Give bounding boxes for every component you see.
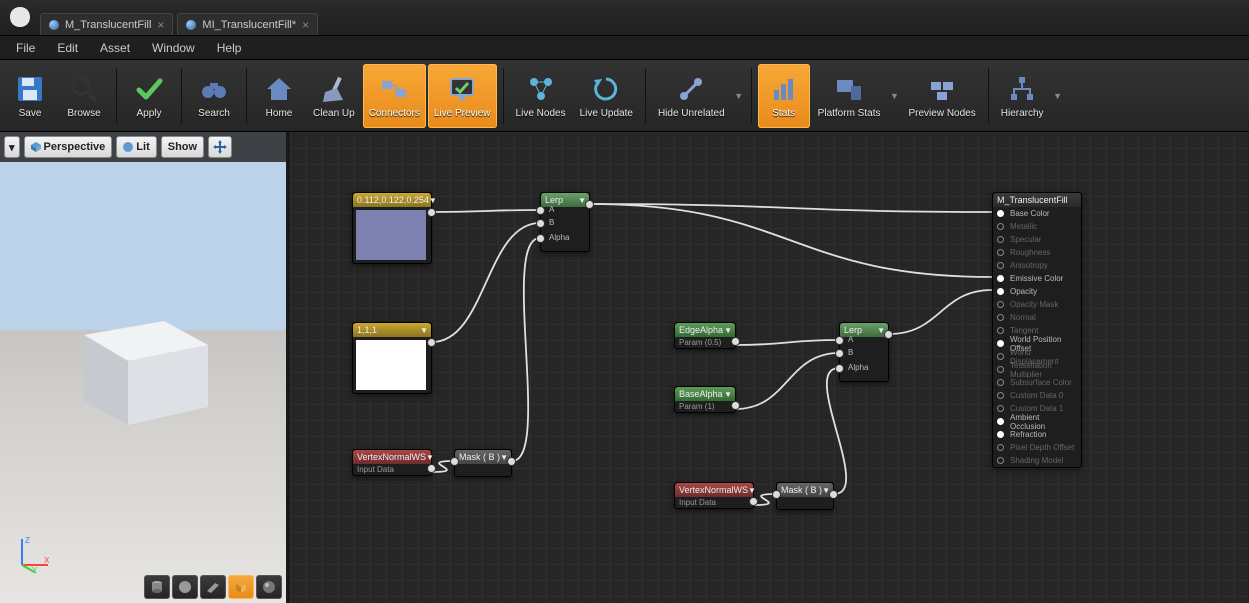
lit-button[interactable]: Lit	[116, 136, 156, 158]
platformstats-dropdown[interactable]: ▼	[888, 66, 900, 126]
hideunrelated-button[interactable]: Hide Unrelated	[652, 64, 731, 128]
cube-icon	[31, 142, 41, 152]
chart-icon	[767, 72, 801, 106]
tab-label: MI_TranslucentFill*	[202, 19, 296, 31]
binoculars-icon	[197, 72, 231, 106]
menu-window[interactable]: Window	[142, 38, 205, 58]
platformstats-button[interactable]: Platform Stats	[812, 64, 887, 128]
graph-node[interactable]: M_TranslucentFillBase ColorMetallicSpecu…	[992, 192, 1082, 468]
menu-file[interactable]: File	[6, 38, 45, 58]
material-icon	[49, 20, 59, 30]
hideunrelated-dropdown[interactable]: ▼	[733, 66, 745, 126]
perspective-button[interactable]: Perspective	[24, 136, 113, 158]
tab-material[interactable]: M_TranslucentFill ×	[40, 13, 173, 35]
move-tool-button[interactable]	[208, 136, 232, 158]
hierarchy-button[interactable]: Hierarchy	[995, 64, 1050, 128]
shape-cube-button[interactable]	[228, 575, 254, 599]
connectors-icon	[377, 72, 411, 106]
app-logo	[6, 3, 34, 31]
viewport-shape-shelf	[144, 575, 282, 599]
tab-label: M_TranslucentFill	[65, 19, 151, 31]
axis-gizmo: Z X Y	[14, 533, 54, 573]
broom-icon	[317, 72, 351, 106]
home-icon	[262, 72, 296, 106]
viewport-toolbar: ▾ Perspective Lit Show	[0, 132, 286, 162]
main-split: ▾ Perspective Lit Show Z X	[0, 132, 1249, 603]
graph-node[interactable]: Mask ( B )▼	[776, 482, 834, 510]
show-button[interactable]: Show	[161, 136, 204, 158]
graph-node[interactable]: Lerp▼ A B Alpha	[540, 192, 590, 252]
browse-button[interactable]: Browse	[58, 64, 110, 128]
livenodes-button[interactable]: Live Nodes	[510, 64, 572, 128]
hierarchy-icon	[1005, 72, 1039, 106]
graph-node[interactable]: VertexNormalWS▼ Input Data	[674, 482, 754, 509]
cleanup-button[interactable]: Clean Up	[307, 64, 361, 128]
save-icon	[13, 72, 47, 106]
nodes-icon	[524, 72, 558, 106]
shape-cylinder-button[interactable]	[144, 575, 170, 599]
close-icon[interactable]: ×	[302, 18, 309, 32]
preview-icon	[925, 72, 959, 106]
liveupdate-button[interactable]: Live Update	[574, 64, 639, 128]
shape-plane-button[interactable]	[200, 575, 226, 599]
tab-material-instance[interactable]: MI_TranslucentFill* ×	[177, 13, 318, 35]
livepreview-button[interactable]: Live Preview	[428, 64, 497, 128]
link-icon	[674, 72, 708, 106]
svg-text:Z: Z	[25, 536, 30, 545]
menu-help[interactable]: Help	[207, 38, 252, 58]
svg-text:Y: Y	[32, 566, 38, 573]
hierarchy-dropdown[interactable]: ▼	[1052, 66, 1064, 126]
graph-node[interactable]: VertexNormalWS▼ Input Data	[352, 449, 432, 476]
previewnodes-button[interactable]: Preview Nodes	[902, 64, 981, 128]
viewport-panel: ▾ Perspective Lit Show Z X	[0, 132, 290, 603]
graph-node[interactable]: 0.112,0.122,0.254▼	[352, 192, 432, 264]
graph-node[interactable]: 1,1,1▼	[352, 322, 432, 394]
monitor-icon	[445, 72, 479, 106]
svg-text:X: X	[44, 556, 50, 565]
graph-node[interactable]: Lerp▼ A B Alpha	[839, 322, 889, 382]
check-icon	[132, 72, 166, 106]
apply-button[interactable]: Apply	[123, 64, 175, 128]
sphere-icon	[123, 142, 133, 152]
refresh-icon	[589, 72, 623, 106]
graph-node[interactable]: EdgeAlpha▼ Param (0.5)	[674, 322, 736, 349]
material-graph[interactable]: 0.112,0.122,0.254▼ 1,1,1▼ VertexNormalWS…	[290, 132, 1249, 603]
connectors-button[interactable]: Connectors	[363, 64, 426, 128]
toolbar: Save Browse Apply Search Home Clean Up C…	[0, 60, 1249, 132]
material-icon	[186, 20, 196, 30]
viewport-options-button[interactable]: ▾	[4, 136, 20, 158]
graph-node[interactable]: Mask ( B )▼	[454, 449, 512, 477]
devices-icon	[832, 72, 866, 106]
menubar: File Edit Asset Window Help	[0, 36, 1249, 60]
search-button[interactable]: Search	[188, 64, 240, 128]
titlebar: M_TranslucentFill × MI_TranslucentFill* …	[0, 0, 1249, 36]
home-button[interactable]: Home	[253, 64, 305, 128]
viewport-scene[interactable]: Z X Y	[0, 132, 286, 603]
move-icon	[213, 140, 227, 154]
shape-sphere-button[interactable]	[172, 575, 198, 599]
search-icon	[67, 72, 101, 106]
save-button[interactable]: Save	[4, 64, 56, 128]
shape-custom-button[interactable]	[256, 575, 282, 599]
close-icon[interactable]: ×	[157, 18, 164, 32]
stats-button[interactable]: Stats	[758, 64, 810, 128]
menu-edit[interactable]: Edit	[47, 38, 88, 58]
menu-asset[interactable]: Asset	[90, 38, 140, 58]
preview-mesh	[58, 297, 218, 427]
graph-node[interactable]: BaseAlpha▼ Param (1)	[674, 386, 736, 413]
